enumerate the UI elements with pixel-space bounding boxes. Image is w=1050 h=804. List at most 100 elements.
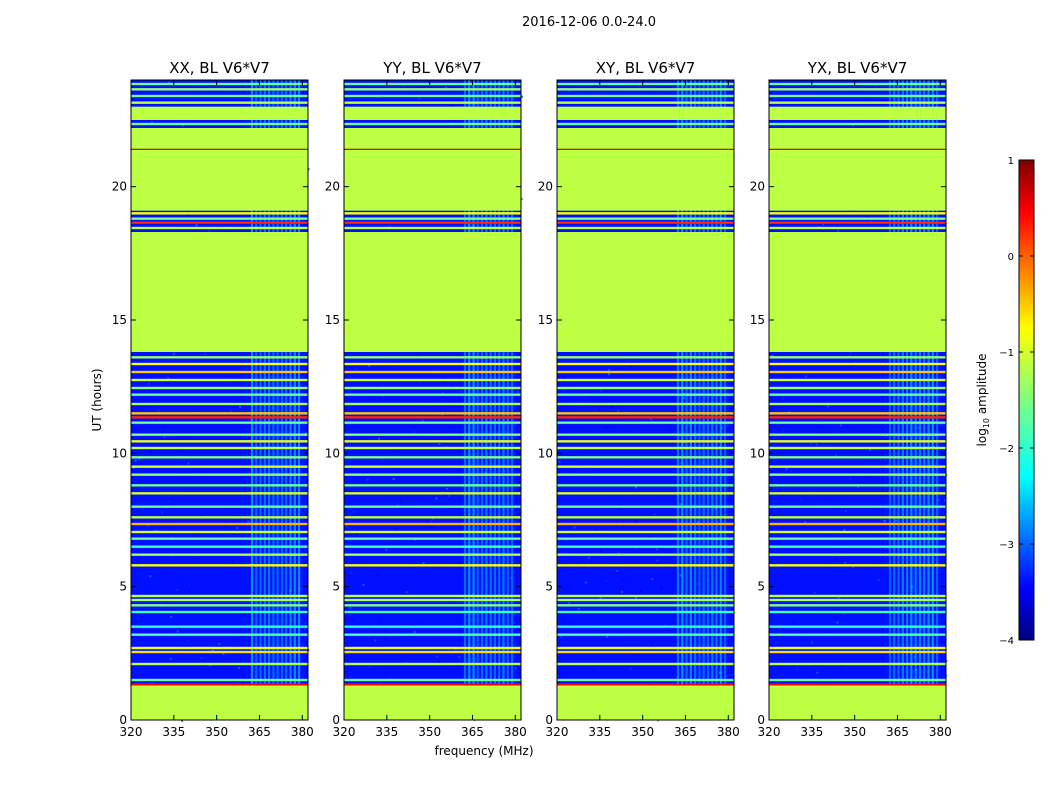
panel-1: XX, BL V6*V7 320 335 350 365 380 0 5 10 15 20: [112, 59, 314, 739]
time-line: [344, 650, 521, 654]
y-tick-label: 20: [750, 180, 765, 194]
noise-speckle: [587, 556, 590, 559]
panel-2: YY, BL V6*V7 320 335 350 365 380 0 5 10 15 20: [325, 59, 527, 739]
time-line: [344, 625, 521, 628]
rfi-stripe: [715, 80, 718, 720]
noise-speckle: [307, 168, 310, 171]
time-line: [131, 393, 308, 396]
time-line: [557, 456, 734, 459]
noise-speckle: [648, 535, 651, 538]
time-line: [769, 217, 946, 220]
time-line: [769, 633, 946, 636]
noise-speckle: [705, 408, 708, 411]
noise-speckle: [137, 617, 140, 620]
noise-speckle: [561, 620, 564, 623]
noise-speckle: [257, 467, 260, 470]
noise-speckle: [287, 552, 290, 555]
noise-speckle: [514, 667, 517, 670]
noise-speckle: [611, 406, 614, 409]
noise-speckle: [236, 526, 239, 529]
noise-speckle: [433, 373, 436, 376]
rfi-stripe: [706, 80, 710, 720]
noise-speckle: [769, 99, 772, 102]
noise-speckle: [441, 392, 444, 395]
rfi-stripe: [910, 80, 913, 720]
noise-speckle: [451, 605, 454, 608]
rfi-stripe: [702, 80, 705, 720]
time-line: [131, 226, 308, 230]
time-line: [769, 456, 946, 459]
noise-speckle: [596, 463, 599, 466]
noise-speckle: [697, 583, 700, 586]
y-tick-label: 15: [325, 313, 340, 327]
noise-speckle: [680, 462, 683, 465]
noise-speckle: [157, 409, 160, 412]
noise-speckle: [166, 600, 169, 603]
noise-speckle: [631, 514, 634, 517]
time-line: [769, 598, 946, 602]
time-line: [769, 386, 946, 390]
panel-frame: [130, 79, 309, 721]
noise-speckle: [195, 224, 198, 227]
time-line: [344, 88, 521, 91]
time-line: [557, 646, 734, 650]
noise-speckle: [686, 424, 689, 427]
noise-speckle: [849, 477, 852, 480]
noise-speckle: [908, 539, 911, 542]
y-tick-label: 15: [538, 313, 553, 327]
noise-speckle: [168, 81, 171, 84]
noise-speckle: [458, 627, 461, 630]
rfi-band: [888, 80, 939, 720]
noise-speckle: [149, 612, 152, 615]
noise-speckle: [810, 491, 813, 494]
flagged-block: [557, 128, 734, 211]
time-line: [557, 604, 734, 607]
noise-speckle: [817, 426, 820, 429]
noise-speckle: [237, 682, 240, 685]
time-line: [344, 662, 521, 666]
noise-speckle: [635, 519, 638, 522]
time-line: [769, 646, 946, 650]
noise-speckle: [802, 423, 805, 426]
noise-speckle: [392, 471, 395, 474]
noise-speckle: [288, 213, 291, 216]
time-line: [769, 446, 946, 450]
noise-speckle: [169, 657, 172, 660]
noise-speckle: [381, 384, 384, 387]
noise-speckle: [379, 681, 382, 684]
flagged-block: [131, 685, 308, 720]
time-line: [344, 522, 521, 526]
time-line: [557, 446, 734, 450]
noise-speckle: [373, 630, 376, 633]
x-tick-label: 335: [588, 725, 611, 739]
noise-speckle: [209, 664, 212, 667]
x-tick-label: 350: [418, 725, 441, 739]
time-line: [769, 421, 946, 424]
time-line: [344, 564, 521, 567]
colorbar-tick-label: 0: [1008, 252, 1014, 263]
noise-speckle: [639, 590, 642, 593]
time-line: [131, 386, 308, 390]
noise-speckle: [270, 467, 273, 470]
time-line: [557, 564, 734, 567]
noise-speckle: [892, 452, 895, 455]
time-line: [131, 598, 308, 602]
noise-speckle: [924, 507, 927, 510]
rfi-stripe: [493, 80, 497, 720]
noise-speckle: [599, 597, 602, 600]
noise-speckle: [383, 425, 386, 428]
time-line: [557, 537, 734, 540]
noise-speckle: [470, 600, 473, 603]
time-line: [557, 122, 734, 126]
noise-speckle: [883, 519, 886, 522]
noise-speckle: [598, 408, 601, 411]
rfi-stripe: [685, 80, 688, 720]
noise-speckle: [395, 527, 398, 530]
noise-speckle: [225, 524, 228, 527]
noise-speckle: [589, 395, 592, 398]
time-line: [557, 610, 734, 614]
y-tick-label: 5: [332, 580, 340, 594]
noise-speckle: [895, 519, 898, 522]
